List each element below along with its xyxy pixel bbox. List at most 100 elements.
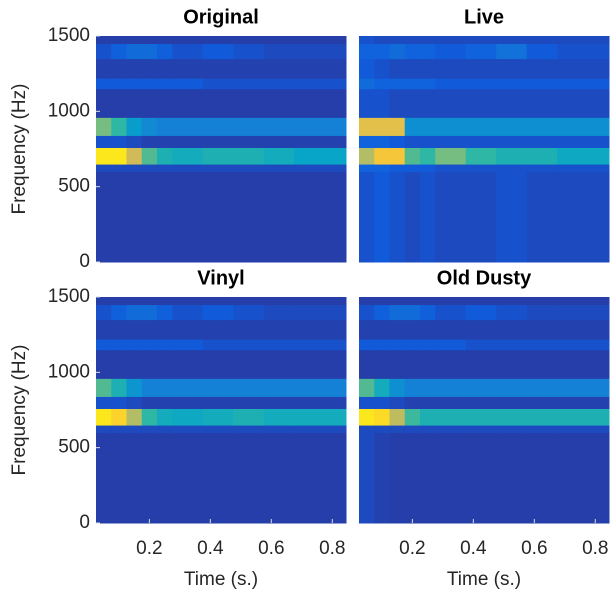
heatmap-cell	[202, 117, 234, 136]
heatmap-cell	[141, 349, 158, 379]
heatmap-cell	[233, 396, 265, 409]
heatmap-cell	[496, 78, 528, 90]
heatmap-cell	[141, 171, 158, 263]
heatmap-cell	[557, 349, 610, 379]
heatmap-cell	[126, 378, 143, 397]
x-tick-label: 0.2	[136, 538, 162, 559]
heatmap-cell	[465, 164, 497, 173]
heatmap-cell	[156, 36, 173, 45]
heatmap-cell	[111, 432, 127, 524]
heatmap-cell	[202, 164, 234, 173]
heatmap-cell	[111, 164, 127, 173]
heatmap-cell	[435, 135, 467, 148]
heatmap-cell	[156, 78, 173, 90]
heatmap-cell	[141, 319, 158, 340]
heatmap-cell	[141, 36, 158, 45]
heatmap-cell	[126, 304, 143, 321]
heatmap-cell	[172, 425, 204, 434]
heatmap-cell	[404, 164, 421, 173]
heatmap-cell	[419, 88, 436, 118]
heatmap-cell	[374, 378, 390, 397]
heatmap-cell	[404, 135, 421, 148]
heatmap-cell	[496, 349, 528, 379]
heatmap-cell	[359, 135, 375, 148]
heatmap-cell	[404, 408, 421, 426]
heatmap-cell	[435, 396, 467, 409]
heatmap-cell	[141, 378, 158, 397]
heatmap-cell	[263, 171, 295, 263]
heatmap-cell	[419, 36, 436, 45]
heatmap-cell	[126, 78, 143, 90]
heatmap-cell	[172, 297, 204, 306]
x-tick-label: 0.4	[197, 538, 224, 559]
heatmap-cell	[557, 171, 610, 263]
heatmap-cell	[496, 425, 528, 434]
heatmap-cell	[111, 297, 127, 306]
heatmap-cell	[557, 36, 610, 45]
x-tick-label: 0.8	[319, 538, 345, 559]
heatmap-cell	[294, 36, 347, 45]
heatmap-cell	[526, 304, 558, 321]
heatmap-cell	[141, 297, 158, 306]
heatmap-cell	[141, 408, 158, 426]
heatmap-cell	[111, 171, 127, 263]
heatmap-cell	[404, 304, 421, 321]
heatmap-cell	[233, 297, 265, 306]
heatmap-cell	[526, 36, 558, 45]
heatmap-cell	[389, 43, 406, 60]
heatmap-cell	[374, 117, 390, 136]
heatmap-cell	[126, 349, 143, 379]
heatmap-cell	[156, 349, 173, 379]
y-axis-label: Frequency (Hz)	[9, 345, 30, 476]
heatmap-cell	[435, 297, 467, 306]
heatmap-cell	[389, 304, 406, 321]
heatmap-cell	[96, 297, 112, 306]
heatmap-cell	[389, 425, 406, 434]
heatmap-cell	[374, 297, 390, 306]
heatmap-cell	[172, 378, 204, 397]
heatmap-cell	[263, 297, 295, 306]
heatmap-cell	[359, 117, 375, 136]
heatmap-cell	[263, 78, 295, 90]
heatmap-cell	[526, 58, 558, 79]
heatmap-cell	[126, 117, 143, 136]
heatmap-cell	[435, 349, 467, 379]
heatmap-cell	[141, 58, 158, 79]
heatmap-cell	[359, 171, 375, 263]
heatmap-cell	[374, 36, 390, 45]
heatmap-cell	[172, 408, 204, 426]
heatmap-cell	[156, 425, 173, 434]
x-axis-label: Time (s.)	[447, 569, 521, 590]
heatmap-cell	[294, 171, 347, 263]
heatmap-cell	[156, 164, 173, 173]
heatmap-cell	[263, 88, 295, 118]
heatmap-cell	[202, 378, 234, 397]
heatmap-cell	[156, 378, 173, 397]
heatmap-cell	[496, 43, 528, 60]
heatmap-cell	[496, 135, 528, 148]
heatmap-cell	[111, 88, 127, 118]
heatmap-cell	[465, 432, 497, 524]
heatmap-cell	[374, 408, 390, 426]
heatmap-cell	[294, 78, 347, 90]
heatmap-cell	[359, 408, 375, 426]
heatmap-cell	[419, 78, 436, 90]
x-axis-label: Time (s.)	[184, 569, 258, 590]
heatmap-cell	[359, 147, 375, 165]
heatmap-cell	[141, 78, 158, 90]
heatmap-cell	[526, 378, 558, 397]
heatmap-cell	[294, 349, 347, 379]
heatmap-cell	[526, 78, 558, 90]
heatmap-cell	[374, 432, 390, 524]
heatmap-cell	[233, 378, 265, 397]
heatmap-cell	[202, 432, 234, 524]
heatmap-cell	[294, 396, 347, 409]
heatmap-cell	[557, 297, 610, 306]
heatmap-cell	[419, 432, 436, 524]
heatmap-cell	[233, 425, 265, 434]
heatmap-cell	[557, 88, 610, 118]
heatmap-cell	[359, 339, 375, 351]
heatmap-cell	[294, 432, 347, 524]
heatmap-cell	[404, 43, 421, 60]
heatmap-cell	[359, 43, 375, 60]
